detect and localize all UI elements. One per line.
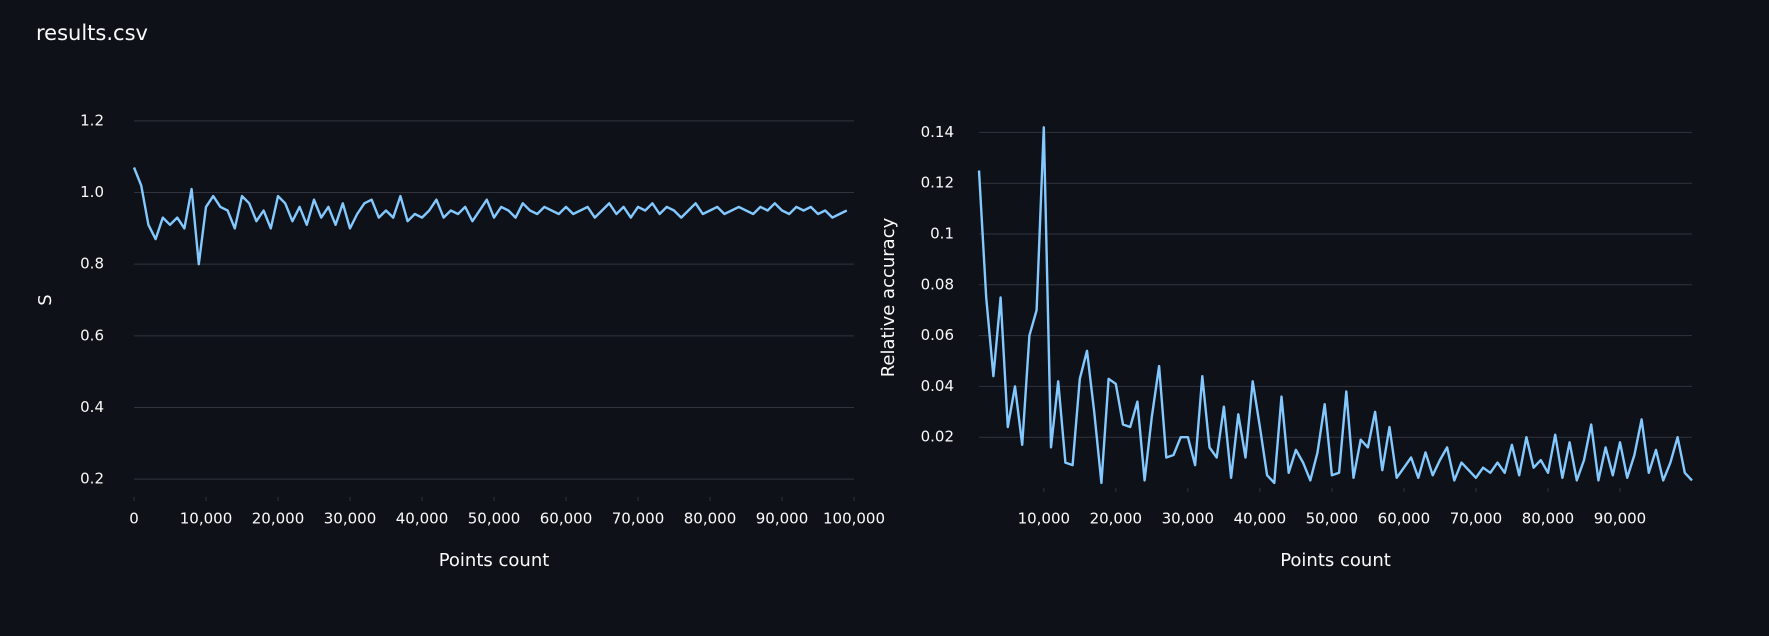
line-chart: 0.2 0.4 0.6 0.8 1.0 1.2 0 10,000 20,000 30,000 40,… <box>35 111 885 571</box>
x-tick-label: 90,000 <box>1594 510 1647 528</box>
data-line <box>132 167 848 266</box>
y-tick-label: 1.2 <box>80 111 104 129</box>
x-tick-label: 30,000 <box>324 510 377 528</box>
x-tick-label: 50,000 <box>1306 510 1359 528</box>
x-tick-label: 10,000 <box>1018 510 1071 528</box>
y-axis-title: S <box>35 294 56 305</box>
x-tick-label: 20,000 <box>1090 510 1143 528</box>
x-tick-label: 80,000 <box>684 510 737 528</box>
y-tick-label: 1.0 <box>80 183 104 201</box>
x-tick-label: 10,000 <box>180 510 233 528</box>
y-tick-label: 0.8 <box>80 255 104 273</box>
x-tick-label: 40,000 <box>396 510 449 528</box>
x-axis-title: Points count <box>1280 550 1391 571</box>
y-tick-label: 0.02 <box>921 428 954 446</box>
x-tick-label: 30,000 <box>1162 510 1215 528</box>
x-tick-label: 70,000 <box>612 510 665 528</box>
y-tick-label: 0.06 <box>921 326 954 344</box>
y-tick-label: 0.6 <box>80 326 104 344</box>
x-tick-label: 100,000 <box>823 510 885 528</box>
x-axis-title: Points count <box>439 550 550 571</box>
y-tick-label: 0.12 <box>921 174 954 192</box>
x-tick-label: 50,000 <box>468 510 521 528</box>
y-axis-title: Relative accuracy <box>878 217 899 377</box>
x-tick-label: 40,000 <box>1234 510 1287 528</box>
file-title: results.csv <box>36 21 148 45</box>
y-tick-label: 0.1 <box>930 225 954 243</box>
x-tick-label: 0 <box>129 510 139 528</box>
x-tick-label: 60,000 <box>540 510 593 528</box>
line-chart: 0.02 0.04 0.06 0.08 0.1 0.12 0.14 10,000 20,000 3… <box>878 123 1693 571</box>
x-tick-label: 90,000 <box>756 510 809 528</box>
y-tick-label: 0.2 <box>80 470 104 488</box>
y-tick-label: 0.14 <box>921 123 954 141</box>
x-tick-label: 20,000 <box>252 510 305 528</box>
x-tick-label: 80,000 <box>1522 510 1575 528</box>
x-tick-label: 60,000 <box>1378 510 1431 528</box>
x-tick-label: 70,000 <box>1450 510 1503 528</box>
y-tick-label: 0.04 <box>921 377 954 395</box>
y-tick-label: 0.08 <box>921 275 954 293</box>
data-line <box>977 126 1693 485</box>
y-tick-label: 0.4 <box>80 398 104 416</box>
